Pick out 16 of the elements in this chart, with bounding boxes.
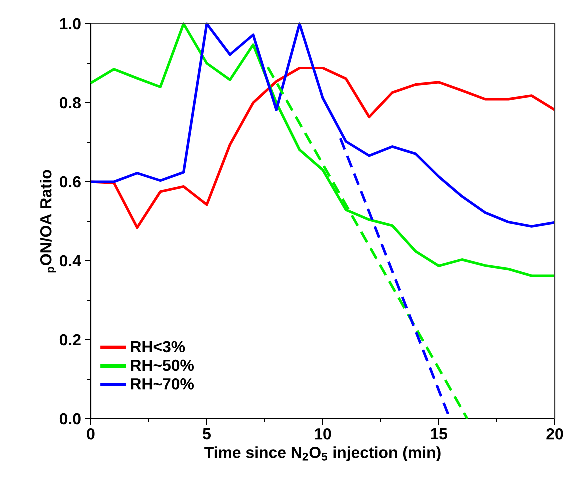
y-tick-label: 0.2 — [60, 334, 81, 346]
x-axis-title: Time since N$_{2}$O$_{5}$ injection (min) — [204, 446, 441, 462]
y-tick-label: 0.8 — [60, 97, 82, 109]
y-tick-label: 0.4 — [60, 255, 82, 267]
x-tick-label: 5 — [203, 428, 211, 440]
legend-label: RH~50% — [131, 360, 194, 372]
x-tick-label: 0 — [87, 428, 95, 440]
y-tick-label: 1.0 — [60, 18, 81, 30]
legend-label: RH<3% — [131, 341, 186, 353]
y-tick-label: 0.0 — [60, 413, 81, 425]
y-axis-title: $_{p}$ON/OA Ratio — [40, 170, 56, 273]
y-tick-label: 0.6 — [60, 176, 81, 188]
x-tick-label: 15 — [431, 428, 448, 440]
x-tick-label: 20 — [546, 428, 564, 440]
x-tick-label: 10 — [315, 428, 332, 440]
legend-label: RH~70% — [131, 378, 194, 390]
